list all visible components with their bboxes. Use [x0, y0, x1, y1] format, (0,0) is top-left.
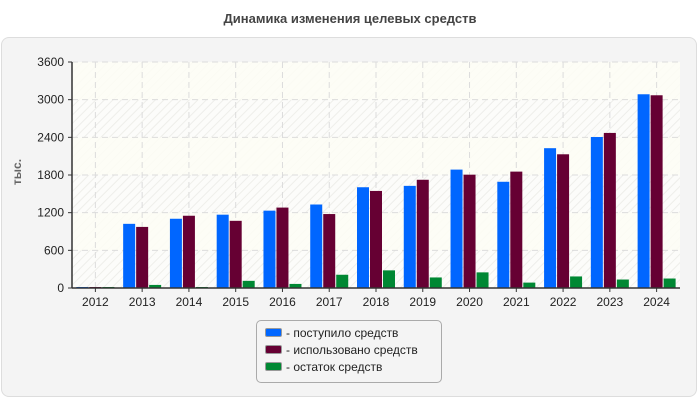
x-tick-label: 2016	[269, 295, 296, 309]
bar-3-2018	[383, 270, 395, 288]
x-tick-label: 2017	[316, 295, 343, 309]
bar-2-2022	[557, 154, 570, 288]
bar-3-2023	[616, 279, 629, 288]
legend: - поступило средств - использовано средст…	[256, 320, 442, 383]
legend-label: - использовано средств	[286, 342, 418, 357]
bar-3-2019	[429, 277, 442, 288]
bar-2-2024	[650, 95, 663, 289]
chart-title: Динамика изменения целевых средств	[223, 11, 477, 26]
x-tick-label: 2024	[643, 295, 670, 309]
x-tick-label: 2015	[222, 295, 249, 309]
bar-1-2013	[123, 223, 136, 288]
y-tick-label: 1200	[37, 206, 64, 220]
bar-3-2021	[523, 282, 536, 288]
bar-3-2013	[149, 284, 162, 288]
bar-1-2022	[544, 148, 557, 288]
y-tick-label: 2400	[37, 130, 64, 144]
legend-item: - поступило средств	[265, 324, 441, 341]
legend-item: - остаток средств	[265, 358, 441, 375]
y-tick-label: 1800	[37, 168, 64, 182]
legend-swatch	[265, 328, 282, 337]
x-tick-label: 2019	[409, 295, 436, 309]
y-tick-label: 600	[44, 243, 64, 257]
x-tick-label: 2023	[596, 295, 623, 309]
bar-2-2014	[182, 215, 195, 288]
bar-3-2016	[289, 283, 302, 288]
bar-1-2023	[590, 137, 603, 288]
legend-label: - поступило средств	[286, 325, 399, 340]
bar-2-2019	[416, 179, 429, 288]
bar-3-2017	[336, 274, 349, 288]
legend-swatch	[265, 362, 282, 371]
bar-2-2016	[276, 207, 289, 288]
x-tick-label: 2012	[82, 295, 109, 309]
bar-1-2021	[497, 181, 510, 288]
bar-1-2019	[403, 185, 416, 288]
x-tick-label: 2022	[550, 295, 577, 309]
bar-3-2020	[476, 272, 489, 288]
bar-2-2018	[370, 190, 382, 288]
x-tick-label: 2014	[176, 295, 203, 309]
bar-1-2020	[450, 169, 463, 288]
bar-1-2017	[310, 204, 323, 288]
y-tick-label: 3000	[37, 93, 64, 107]
legend-item: - использовано средств	[265, 341, 441, 358]
bar-3-2015	[242, 280, 255, 288]
bar-1-2016	[263, 210, 276, 288]
bar-2-2013	[136, 226, 149, 288]
legend-swatch	[265, 345, 282, 354]
y-axis-label: тыс.	[10, 158, 25, 186]
y-tick-label: 3600	[37, 55, 64, 69]
legend-label: - остаток средств	[286, 359, 383, 374]
y-tick-label: 0	[57, 281, 64, 295]
x-tick-label: 2020	[456, 295, 483, 309]
bar-2-2017	[323, 214, 336, 288]
bar-1-2018	[357, 187, 369, 288]
x-tick-label: 2018	[363, 295, 390, 309]
bar-2-2021	[510, 171, 523, 288]
bar-3-2022	[570, 276, 583, 288]
bar-1-2015	[216, 214, 229, 288]
bar-2-2015	[229, 220, 242, 288]
bar-3-2024	[663, 278, 676, 288]
x-tick-label: 2021	[503, 295, 530, 309]
x-tick-label: 2013	[129, 295, 156, 309]
bar-2-2020	[463, 174, 476, 288]
bar-1-2014	[169, 218, 182, 288]
bar-1-2024	[637, 94, 650, 288]
bar-2-2023	[603, 132, 616, 288]
